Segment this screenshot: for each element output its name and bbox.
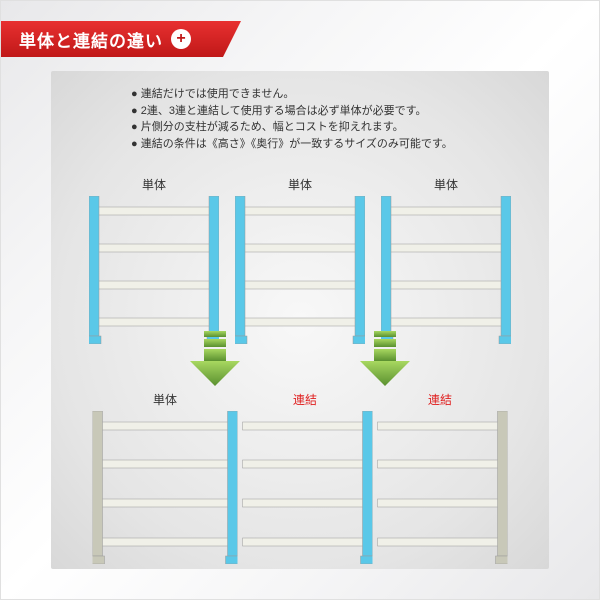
unit-label: 単体: [153, 391, 177, 408]
content-panel: 連結だけでは使用できません。 2連、3連と連結して使用する場合は必ず単体が必要で…: [51, 71, 549, 569]
unit-label: 単体: [434, 176, 458, 193]
down-arrow-icon: [360, 331, 410, 386]
bullet-list: 連結だけでは使用できません。 2連、3連と連結して使用する場合は必ず単体が必要で…: [131, 86, 453, 152]
shelf-diagram: [89, 196, 219, 344]
unit-label: 単体: [142, 176, 166, 193]
shelf-unit-standalone: 単体: [381, 176, 511, 344]
unit-label: 連結: [293, 391, 317, 408]
bullet-item: 片側分の支柱が減るため、幅とコストを抑えれます。: [131, 119, 453, 136]
title-text: 単体と連結の違い: [19, 27, 163, 52]
shelf-diagram: [373, 411, 508, 564]
shelf-unit-connected: 連結: [238, 391, 373, 564]
shelf-unit-standalone: 単体: [235, 176, 365, 344]
unit-label: 単体: [288, 176, 312, 193]
title-bar: 単体と連結の違い +: [1, 21, 241, 57]
shelf-diagram: [381, 196, 511, 344]
shelf-diagram: [235, 196, 365, 344]
bullet-item: 連結だけでは使用できません。: [131, 86, 453, 103]
shelf-unit-standalone: 単体: [93, 391, 238, 564]
shelf-unit-standalone: 単体: [89, 176, 219, 344]
plus-icon: +: [171, 29, 191, 49]
bullet-item: 連結の条件は《高さ》《奥行》が一致するサイズのみ可能です。: [131, 136, 453, 153]
unit-label: 連結: [428, 391, 452, 408]
shelf-diagram: [238, 411, 373, 564]
bullet-item: 2連、3連と連結して使用する場合は必ず単体が必要です。: [131, 103, 453, 120]
bottom-shelf-row: 単体 連結 連結: [93, 391, 508, 564]
shelf-diagram: [93, 411, 238, 564]
arrow-row: [190, 331, 410, 386]
top-shelf-row: 単体 単体 単体: [89, 176, 511, 344]
down-arrow-icon: [190, 331, 240, 386]
shelf-unit-connected: 連結: [373, 391, 508, 564]
